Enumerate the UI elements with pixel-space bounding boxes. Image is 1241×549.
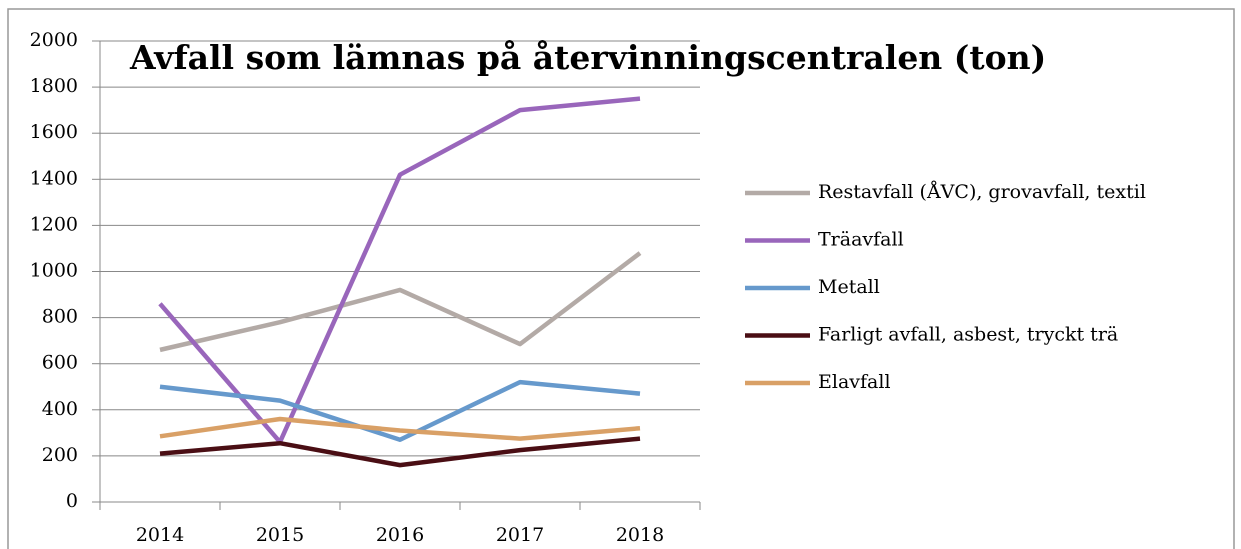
y-tick-label: 1800 (30, 75, 78, 97)
series-line (159, 251, 642, 353)
x-tick-label: 2018 (616, 524, 664, 546)
chart-title: Avfall som lämnas på återvinningscentral… (129, 38, 1046, 77)
x-tick-label: 2014 (136, 524, 184, 546)
legend-label: Metall (818, 276, 880, 298)
y-tick-label: 1200 (30, 213, 78, 235)
series-line (158, 96, 641, 445)
y-tick-label: 1000 (30, 260, 78, 282)
y-tick-label: 600 (42, 352, 78, 374)
y-tick-label: 800 (42, 306, 78, 328)
series-line (159, 436, 641, 468)
series-line (159, 379, 641, 443)
y-tick-label: 1400 (30, 167, 78, 189)
legend-label: Restavfall (ÅVC), grovavfall, textil (818, 181, 1146, 203)
y-tick-label: 2000 (30, 29, 78, 51)
x-tick-label: 2015 (256, 524, 304, 546)
legend-label: Farligt avfall, asbest, tryckt trä (818, 324, 1118, 346)
y-tick-label: 200 (42, 444, 78, 466)
frame (7, 8, 1235, 549)
series-line (159, 416, 641, 441)
y-tick-label: 400 (42, 398, 78, 420)
y-tick-label: 1600 (30, 121, 78, 143)
legend-label: Elavfall (818, 371, 891, 393)
legend-label: Träavfall (818, 229, 904, 251)
x-tick-label: 2016 (376, 524, 424, 546)
y-tick-label: 0 (66, 490, 78, 512)
x-tick-label: 2017 (496, 524, 544, 546)
